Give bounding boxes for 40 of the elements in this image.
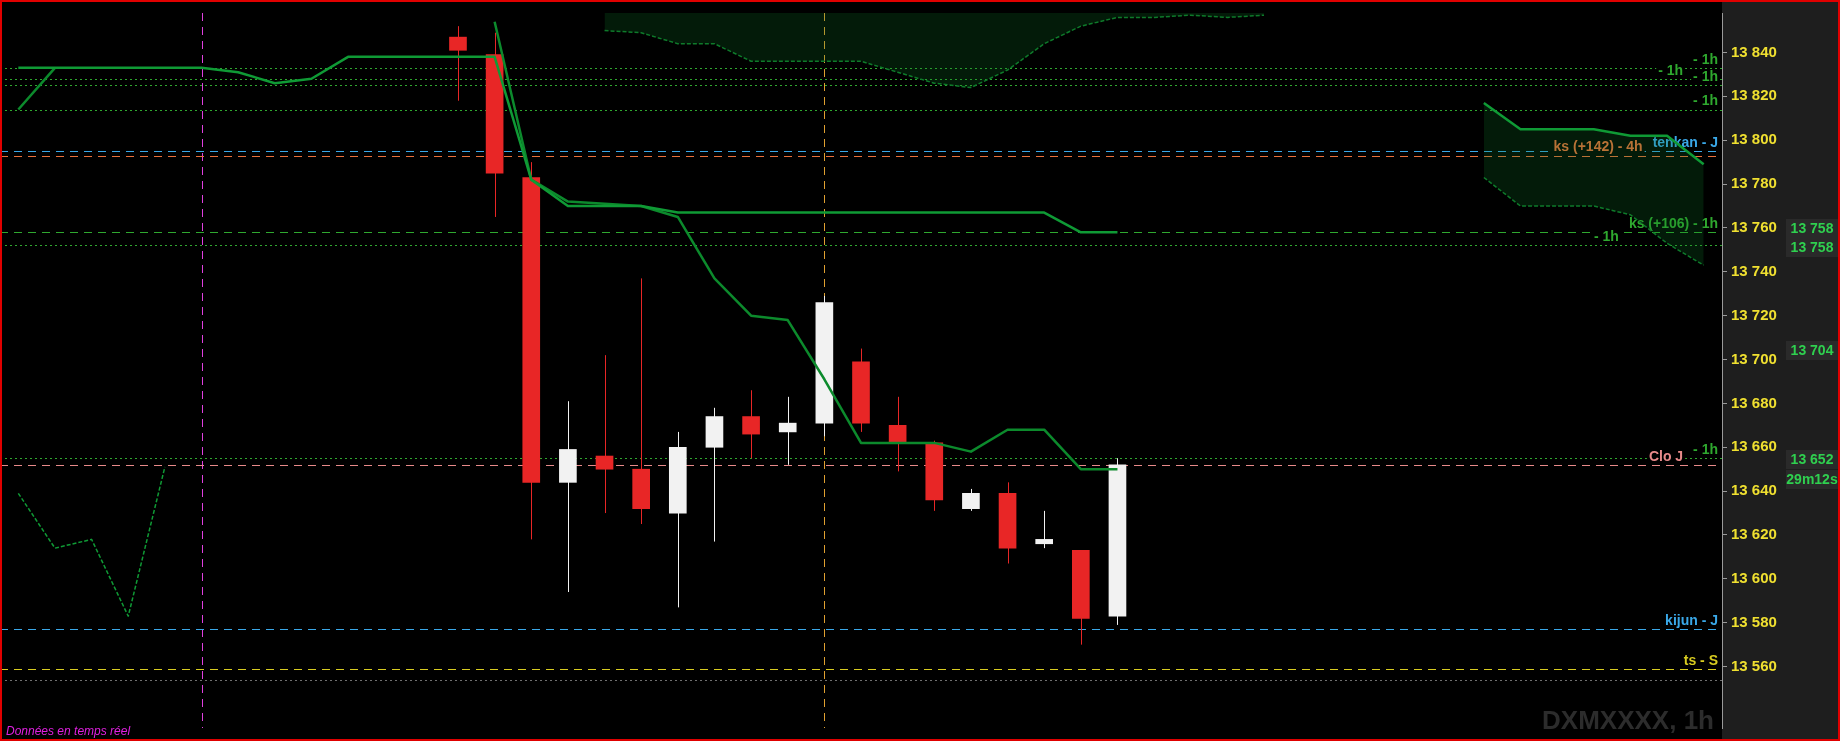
- ref-line-label: - 1h: [1658, 61, 1684, 78]
- y-tick-label: 13 760: [1731, 218, 1777, 236]
- y-tick-label: 13 600: [1731, 569, 1777, 586]
- candlestick: [449, 25, 467, 102]
- candlestick: [595, 354, 614, 514]
- ref-line-label: - 1h: [1693, 68, 1718, 85]
- y-tick-label: 13 640: [1731, 481, 1777, 499]
- text: 13 704: [1790, 342, 1834, 359]
- text: 29m12s: [1786, 471, 1838, 488]
- text: 13 652: [1790, 451, 1834, 468]
- ref-line-label: ks (+142) - 4h: [1553, 138, 1643, 155]
- candlestick: [1035, 510, 1054, 549]
- y-tick-label: 13 780: [1731, 174, 1777, 192]
- ref-line-label: - 1h: [1693, 441, 1718, 458]
- ref-line-label: - 1h: [1693, 92, 1718, 109]
- ref-line-label: - 1h: [1594, 228, 1619, 245]
- ref-line-label: - 1h: [1693, 50, 1718, 67]
- y-tick-label: 13 840: [1731, 42, 1777, 60]
- candlestick: [778, 396, 797, 466]
- text: 13 758: [1790, 220, 1834, 237]
- ref-line-label: kijun - J: [1665, 612, 1718, 629]
- candlestick: [888, 396, 907, 472]
- annotation: Données en temps réel: [6, 724, 131, 739]
- y-tick-label: 13 680: [1731, 393, 1777, 411]
- ref-line-label: Clo J: [1648, 447, 1684, 464]
- line-series: [17, 466, 166, 617]
- ref-line-label: ks (+106) - 1h: [1628, 215, 1718, 232]
- y-tick-label: 13 720: [1731, 305, 1777, 323]
- y-tick-label: 13 580: [1731, 612, 1777, 630]
- candlestick: [962, 488, 980, 512]
- y-tick-label: 13 740: [1731, 261, 1777, 279]
- y-tick-label: 13 820: [1731, 86, 1777, 104]
- y-tick-label: 13 660: [1731, 437, 1777, 455]
- y-tick-label: 13 700: [1731, 349, 1777, 367]
- ref-line-label: ts - S: [1683, 651, 1718, 668]
- candlestick: [742, 389, 760, 459]
- y-tick-label: 13 800: [1731, 130, 1777, 148]
- text: 13 758: [1790, 239, 1834, 256]
- y-tick-label: 13 620: [1731, 525, 1777, 543]
- y-tick-label: 13 560: [1731, 656, 1777, 674]
